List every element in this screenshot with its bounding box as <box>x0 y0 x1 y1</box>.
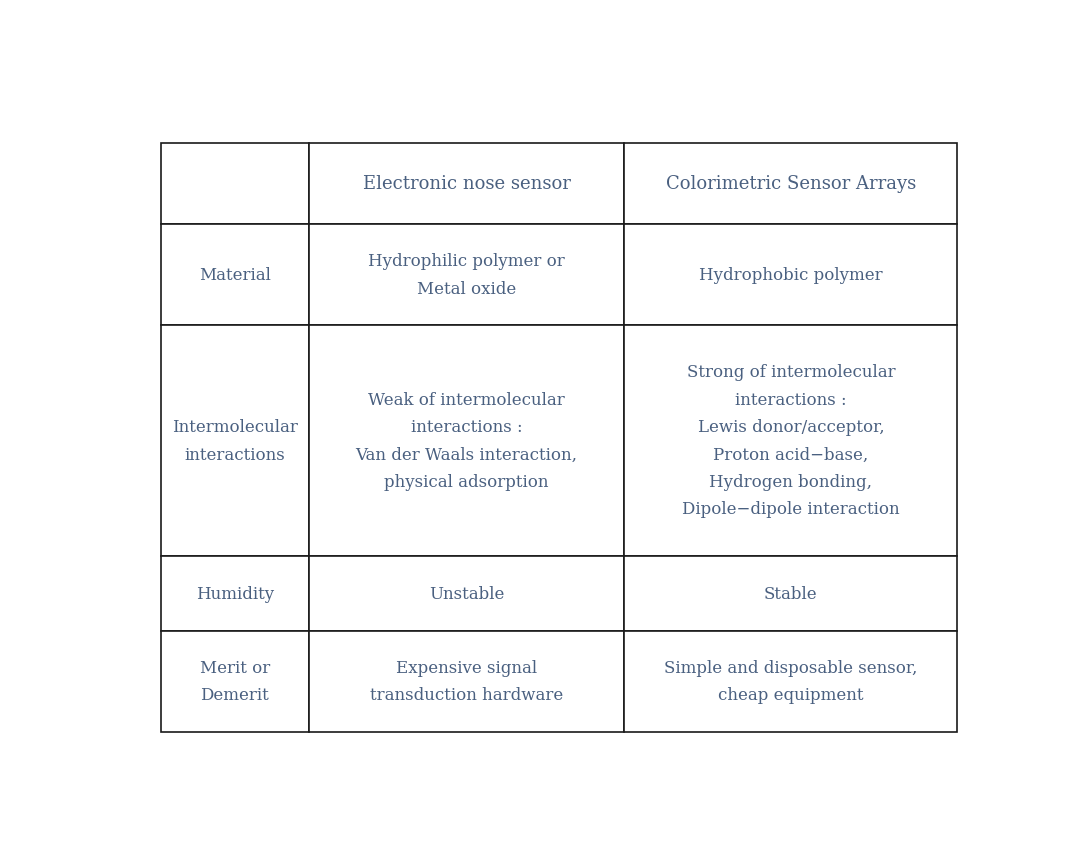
Text: Weak of intermolecular
interactions :
Van der Waals interaction,
physical adsorp: Weak of intermolecular interactions : Va… <box>355 392 577 490</box>
Bar <box>624 556 958 631</box>
Text: Unstable: Unstable <box>429 585 504 602</box>
Text: Expensive signal
transduction hardware: Expensive signal transduction hardware <box>370 659 563 703</box>
Bar <box>309 143 625 225</box>
Text: Humidity: Humidity <box>196 585 274 602</box>
Bar <box>309 326 625 556</box>
Text: Intermolecular
interactions: Intermolecular interactions <box>172 419 298 463</box>
Text: Simple and disposable sensor,
cheap equipment: Simple and disposable sensor, cheap equi… <box>664 659 917 703</box>
Text: Hydrophobic polymer: Hydrophobic polymer <box>699 267 883 284</box>
Bar <box>624 225 958 326</box>
Bar <box>624 631 958 732</box>
Bar <box>624 326 958 556</box>
Bar <box>624 143 958 225</box>
Bar <box>161 631 309 732</box>
Text: Stable: Stable <box>764 585 817 602</box>
Bar <box>309 556 625 631</box>
Bar <box>309 631 625 732</box>
Bar <box>161 326 309 556</box>
Bar <box>161 556 309 631</box>
Bar <box>161 225 309 326</box>
Text: Electronic nose sensor: Electronic nose sensor <box>363 176 571 193</box>
Bar <box>309 225 625 326</box>
Bar <box>161 143 309 225</box>
Text: Merit or
Demerit: Merit or Demerit <box>200 659 270 703</box>
Text: Material: Material <box>199 267 271 284</box>
Text: Hydrophilic polymer or
Metal oxide: Hydrophilic polymer or Metal oxide <box>368 253 565 297</box>
Text: Colorimetric Sensor Arrays: Colorimetric Sensor Arrays <box>665 176 916 193</box>
Text: Strong of intermolecular
interactions :
Lewis donor/acceptor,
Proton acid−base,
: Strong of intermolecular interactions : … <box>682 364 900 517</box>
